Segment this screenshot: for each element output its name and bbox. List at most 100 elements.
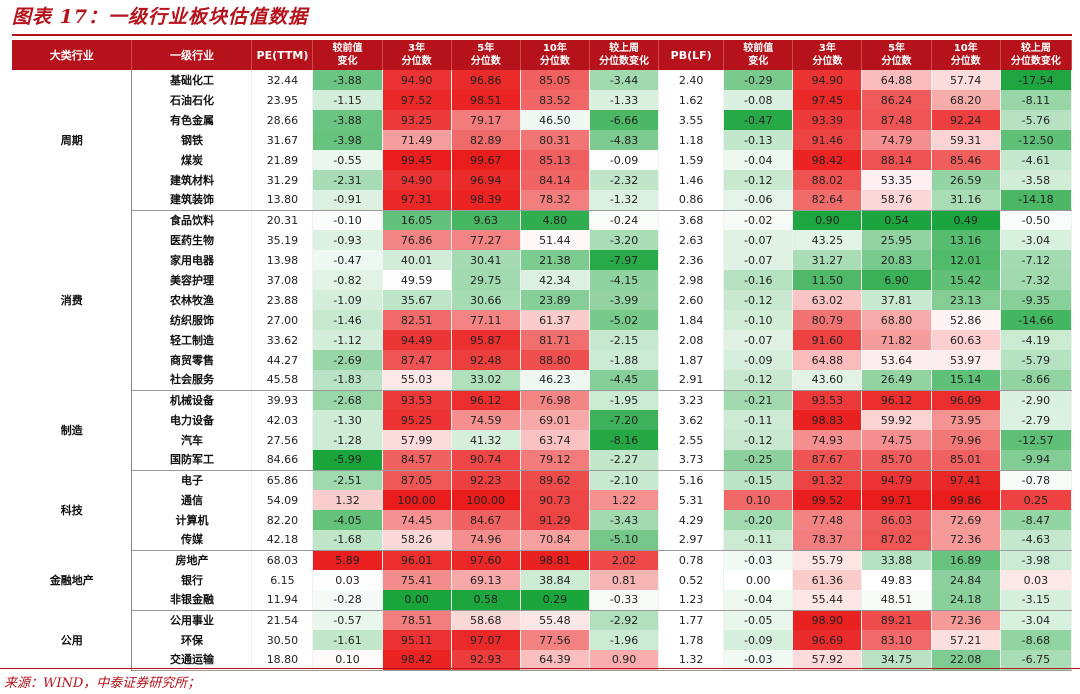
table-row: 建筑材料 31.29 -2.31 94.90 96.94 84.14 -2.32 1.46 -0…	[12, 170, 1073, 190]
category-cell: 制造	[12, 390, 133, 470]
value-cell: 3.73	[658, 450, 725, 471]
column-header-11: 5年 分位数	[861, 40, 932, 70]
value-cell: 94.79	[861, 470, 932, 490]
value-cell: 49.83	[861, 570, 932, 590]
value-cell: 82.20	[251, 510, 314, 530]
value-cell: 59.92	[861, 410, 932, 430]
value-cell: 95.11	[382, 630, 452, 650]
value-cell: 34.75	[861, 650, 932, 671]
value-cell: 87.48	[861, 110, 932, 130]
value-cell: 0.54	[861, 210, 932, 230]
value-cell: -2.32	[589, 170, 660, 190]
value-cell: 96.94	[451, 170, 521, 190]
value-cell: 0.03	[1000, 570, 1073, 590]
value-cell: -3.15	[1000, 590, 1073, 611]
value-cell: -12.50	[1000, 130, 1073, 150]
value-cell: 99.45	[382, 150, 452, 170]
value-cell: 77.56	[520, 630, 591, 650]
source-note: 来源：WIND，中泰证券研究所；	[4, 676, 201, 691]
value-cell: -1.12	[312, 330, 383, 350]
value-cell: -5.76	[1000, 110, 1073, 130]
value-cell: -3.58	[1000, 170, 1073, 190]
value-cell: -0.93	[312, 230, 383, 250]
value-cell: -3.43	[589, 510, 660, 530]
table-row: 轻工制造 33.62 -1.12 94.49 95.87 81.71 -2.15 2.08 -0…	[12, 330, 1073, 350]
value-cell: 55.48	[520, 610, 591, 630]
value-cell: -8.66	[1000, 370, 1073, 391]
value-cell: -0.50	[1000, 210, 1073, 230]
value-cell: -2.51	[312, 470, 383, 490]
value-cell: 77.11	[451, 310, 521, 330]
value-cell: 76.86	[382, 230, 452, 250]
value-cell: 2.36	[658, 250, 725, 270]
value-cell: -8.68	[1000, 630, 1073, 650]
value-cell: -4.19	[1000, 330, 1073, 350]
value-cell: 30.66	[451, 290, 521, 310]
value-cell: 38.84	[520, 570, 591, 590]
value-cell: 82.51	[382, 310, 452, 330]
value-cell: 44.27	[251, 350, 314, 370]
value-cell: -6.75	[1000, 650, 1073, 671]
value-cell: 3.23	[658, 390, 725, 410]
value-cell: 79.96	[931, 430, 1001, 450]
value-cell: 69.01	[520, 410, 591, 430]
industry-name-cell: 建筑装饰	[131, 190, 253, 211]
value-cell: -0.47	[312, 250, 383, 270]
value-cell: 97.52	[382, 90, 452, 110]
value-cell: -14.18	[1000, 190, 1073, 211]
value-cell: 77.48	[792, 510, 863, 530]
value-cell: 32.44	[251, 70, 314, 90]
value-cell: 58.26	[382, 530, 452, 551]
value-cell: 20.83	[861, 250, 932, 270]
column-header-8: PB(LF)	[658, 40, 725, 70]
value-cell: -0.03	[723, 650, 794, 671]
table-row: 石油石化 23.95 -1.15 97.52 98.51 83.52 -1.33 1.62 -0…	[12, 90, 1073, 110]
value-cell: 0.90	[792, 210, 863, 230]
value-cell: 68.80	[861, 310, 932, 330]
value-cell: 72.36	[931, 530, 1001, 551]
value-cell: 45.58	[251, 370, 314, 391]
value-cell: -5.02	[589, 310, 660, 330]
value-cell: 2.60	[658, 290, 725, 310]
industry-name-cell: 钢铁	[131, 130, 253, 150]
table-row: 科技 电子 65.86 -2.51 87.05 92.23 89.62 -2.10 5.16 -0…	[12, 470, 1073, 550]
industry-name-cell: 电力设备	[131, 410, 253, 430]
header-row: 大类行业 一级行业 PE(TTM) 较前值 变化 3年 分位数 5年 分位数 10年 分位数…	[12, 40, 1073, 70]
table-row: 传媒 42.18 -1.68 58.26 74.96 70.84 -5.10 2.97 -0.1…	[12, 530, 1073, 551]
industry-name-cell: 纺织服饰	[131, 310, 253, 330]
value-cell: 85.13	[520, 150, 591, 170]
value-cell: -0.10	[723, 310, 794, 330]
value-cell: 94.90	[382, 70, 452, 90]
value-cell: 54.09	[251, 490, 314, 510]
table-row: 美容护理 37.08 -0.82 49.59 29.75 42.34 -4.15 2.98 -0…	[12, 270, 1073, 290]
value-cell: -7.97	[589, 250, 660, 270]
industry-name-cell: 美容护理	[131, 270, 253, 290]
value-cell: 92.24	[931, 110, 1001, 130]
value-cell: 0.90	[589, 650, 660, 671]
value-cell: 1.18	[658, 130, 725, 150]
column-header-2: PE(TTM)	[251, 40, 314, 70]
value-cell: -0.29	[723, 70, 794, 90]
value-cell: 96.12	[451, 390, 521, 410]
value-cell: 87.47	[382, 350, 452, 370]
value-cell: -0.28	[312, 590, 383, 611]
value-cell: -3.88	[312, 70, 383, 90]
value-cell: 31.67	[251, 130, 314, 150]
value-cell: -0.04	[723, 150, 794, 170]
value-cell: 40.01	[382, 250, 452, 270]
value-cell: 96.01	[382, 550, 452, 570]
value-cell: 42.34	[520, 270, 591, 290]
value-cell: -9.94	[1000, 450, 1073, 471]
value-cell: 74.75	[861, 430, 932, 450]
value-cell: -5.79	[1000, 350, 1073, 370]
value-cell: 2.91	[658, 370, 725, 391]
value-cell: -2.27	[589, 450, 660, 471]
value-cell: 41.32	[451, 430, 521, 450]
industry-name-cell: 汽车	[131, 430, 253, 450]
table-row: 制造 机械设备 39.93 -2.68 93.53 96.12 76.98 -1.95 3.23…	[12, 390, 1073, 470]
value-cell: -3.88	[312, 110, 383, 130]
value-cell: 85.05	[520, 70, 591, 90]
value-cell: -2.68	[312, 390, 383, 410]
industry-name-cell: 计算机	[131, 510, 253, 530]
value-cell: 87.05	[382, 470, 452, 490]
